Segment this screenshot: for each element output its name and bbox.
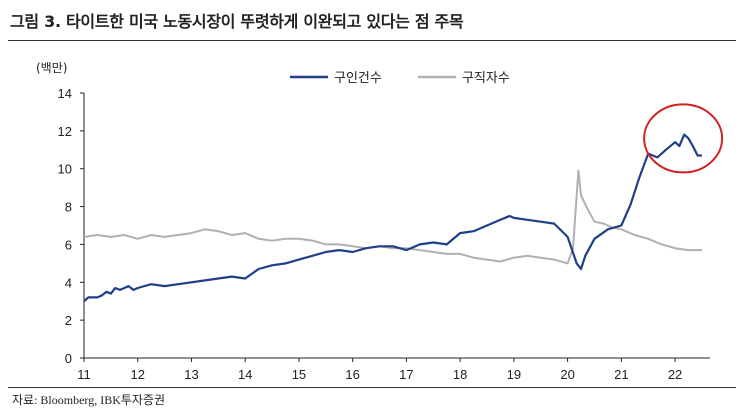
series-layer [83, 133, 702, 303]
source-divider [8, 387, 736, 388]
x-tick-label: 11 [77, 367, 91, 382]
y-tick-label: 6 [65, 237, 72, 252]
y-tick-label: 12 [58, 124, 72, 139]
title-divider [8, 40, 736, 41]
y-tick-label: 0 [65, 351, 72, 366]
x-tick-label: 16 [345, 367, 359, 382]
highlight-circle [643, 103, 724, 174]
x-tick-label: 20 [560, 367, 574, 382]
x-tick-label: 15 [292, 367, 306, 382]
axes [83, 93, 710, 359]
series-line-unemployed [83, 169, 702, 265]
legend: 구인건수 구직자수 [290, 71, 510, 86]
x-tick-label: 22 [668, 367, 682, 382]
x-tick-label: 12 [130, 367, 144, 382]
y-tick-label: 10 [58, 162, 72, 177]
y-ticks: 0 2 4 6 8 10 12 14 [58, 86, 84, 366]
chart-title: 그림 3. 타이트한 미국 노동시장이 뚜렷하게 이완되고 있다는 점 주목 [10, 12, 464, 31]
series-line-job-openings [83, 133, 702, 303]
y-axis-unit-label: (백만) [36, 61, 67, 75]
y-tick-label: 14 [58, 86, 72, 101]
y-tick-label: 8 [65, 200, 72, 215]
x-tick-label: 14 [238, 367, 252, 382]
y-tick-label: 4 [65, 275, 72, 290]
x-tick-label: 21 [614, 367, 628, 382]
x-ticks: 11 12 13 14 15 16 17 18 19 20 21 22 [77, 358, 682, 382]
x-tick-label: 17 [399, 367, 413, 382]
x-tick-label: 19 [507, 367, 521, 382]
x-tick-label: 13 [184, 367, 198, 382]
source-note: 자료: Bloomberg, IBK투자증권 [12, 393, 166, 407]
y-tick-label: 2 [65, 313, 72, 328]
legend-label-job-openings: 구인건수 [334, 71, 382, 86]
x-tick-label: 18 [453, 367, 467, 382]
legend-label-unemployed: 구직자수 [462, 71, 510, 86]
